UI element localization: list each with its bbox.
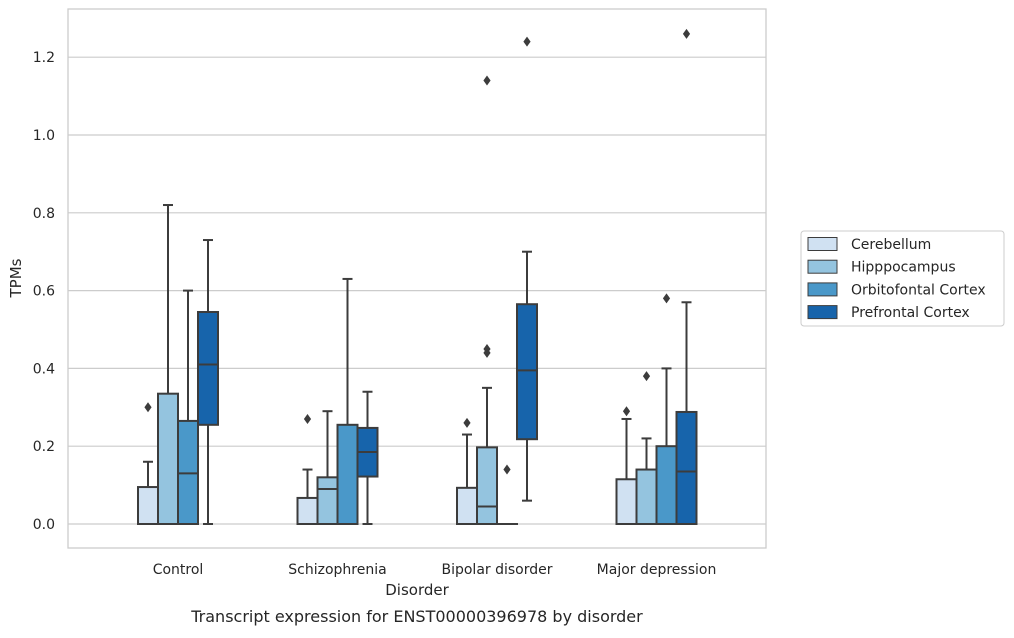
- box: [657, 446, 677, 524]
- legend-swatch: [808, 260, 837, 273]
- chart-caption: Transcript expression for ENST0000039697…: [190, 607, 643, 626]
- box: [457, 488, 477, 524]
- box: [318, 477, 338, 524]
- legend-swatch: [808, 306, 837, 319]
- y-tick-label: 0.4: [33, 361, 55, 377]
- box: [298, 498, 318, 524]
- y-tick-label: 0.2: [33, 439, 55, 455]
- y-tick-label: 0.8: [33, 206, 55, 222]
- x-tick-label: Schizophrenia: [288, 562, 386, 578]
- legend-label: Cerebellum: [851, 237, 931, 253]
- legend-swatch: [808, 283, 837, 296]
- box: [198, 312, 218, 425]
- x-tick-label: Bipolar disorder: [441, 562, 552, 578]
- y-tick-label: 0.6: [33, 284, 55, 300]
- x-axis-label: Disorder: [385, 581, 449, 599]
- box: [158, 394, 178, 524]
- y-tick-label: 1.0: [33, 128, 55, 144]
- legend-label: Orbitofontal Cortex: [851, 282, 986, 298]
- y-tick-label: 1.2: [33, 50, 55, 66]
- box: [477, 447, 497, 524]
- box: [138, 487, 158, 524]
- box: [677, 412, 697, 524]
- legend-label: Prefrontal Cortex: [851, 305, 970, 321]
- x-tick-label: Control: [153, 562, 204, 578]
- legend: Cerebellum Hipppocampus Orbitofontal Corte…: [801, 231, 1004, 326]
- x-tick-label: Major depression: [597, 562, 717, 578]
- y-tick-label: 0.0: [33, 517, 55, 533]
- legend-swatch: [808, 238, 837, 251]
- box: [338, 425, 358, 524]
- legend-label: Hipppocampus: [851, 260, 956, 276]
- box: [637, 470, 657, 524]
- y-axis-label: TPMs: [7, 258, 25, 298]
- box: [617, 479, 637, 524]
- box: [517, 304, 537, 439]
